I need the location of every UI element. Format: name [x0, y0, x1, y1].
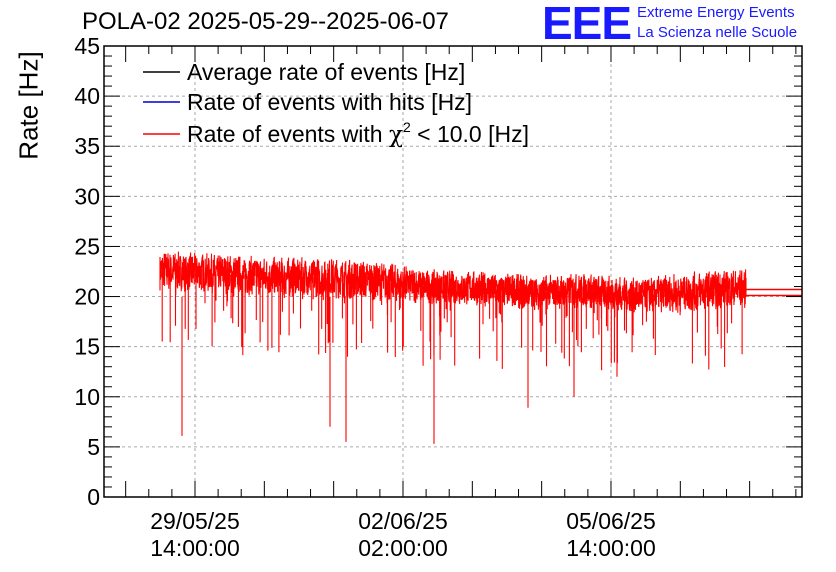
- eee-logo: EEE: [542, 0, 632, 49]
- logo-text: Extreme Energy Events La Scienza nelle S…: [637, 3, 797, 43]
- legend-entry: Rate of events with χ2 < 10.0 [Hz]: [187, 119, 529, 148]
- plot-frame: [103, 45, 803, 498]
- legend-entry: Rate of events with hits [Hz]: [187, 89, 472, 115]
- x-tick-label-date: 29/05/25: [150, 508, 240, 534]
- x-tick-label-date: 02/06/25: [358, 508, 448, 534]
- y-tick-label: 45: [74, 33, 100, 59]
- chart-title: POLA-02 2025-05-29--2025-06-07: [82, 8, 449, 35]
- series-spikes: [161, 270, 743, 444]
- logo-line-2: La Scienza nelle Scuole: [637, 24, 798, 41]
- y-tick-label: 0: [87, 484, 100, 510]
- y-tick-label: 20: [74, 284, 100, 310]
- y-tick-label: 15: [74, 334, 100, 360]
- y-tick-label: 35: [74, 133, 100, 159]
- x-tick-label-time: 02:00:00: [358, 535, 448, 561]
- y-tick-label: 10: [74, 384, 100, 410]
- y-tick-label: 25: [74, 233, 100, 259]
- x-tick-label-time: 14:00:00: [566, 535, 656, 561]
- y-tick-label: 5: [87, 434, 100, 460]
- legend-entry: Average rate of events [Hz]: [187, 59, 465, 85]
- logo-line-1: Extreme Energy Events: [637, 4, 795, 21]
- x-tick-label-time: 14:00:00: [150, 535, 240, 561]
- y-tick-label: 40: [74, 83, 100, 109]
- series-line-chi2: [159, 251, 747, 313]
- y-tick-label: 30: [74, 183, 100, 209]
- x-tick-label-date: 05/06/25: [566, 508, 656, 534]
